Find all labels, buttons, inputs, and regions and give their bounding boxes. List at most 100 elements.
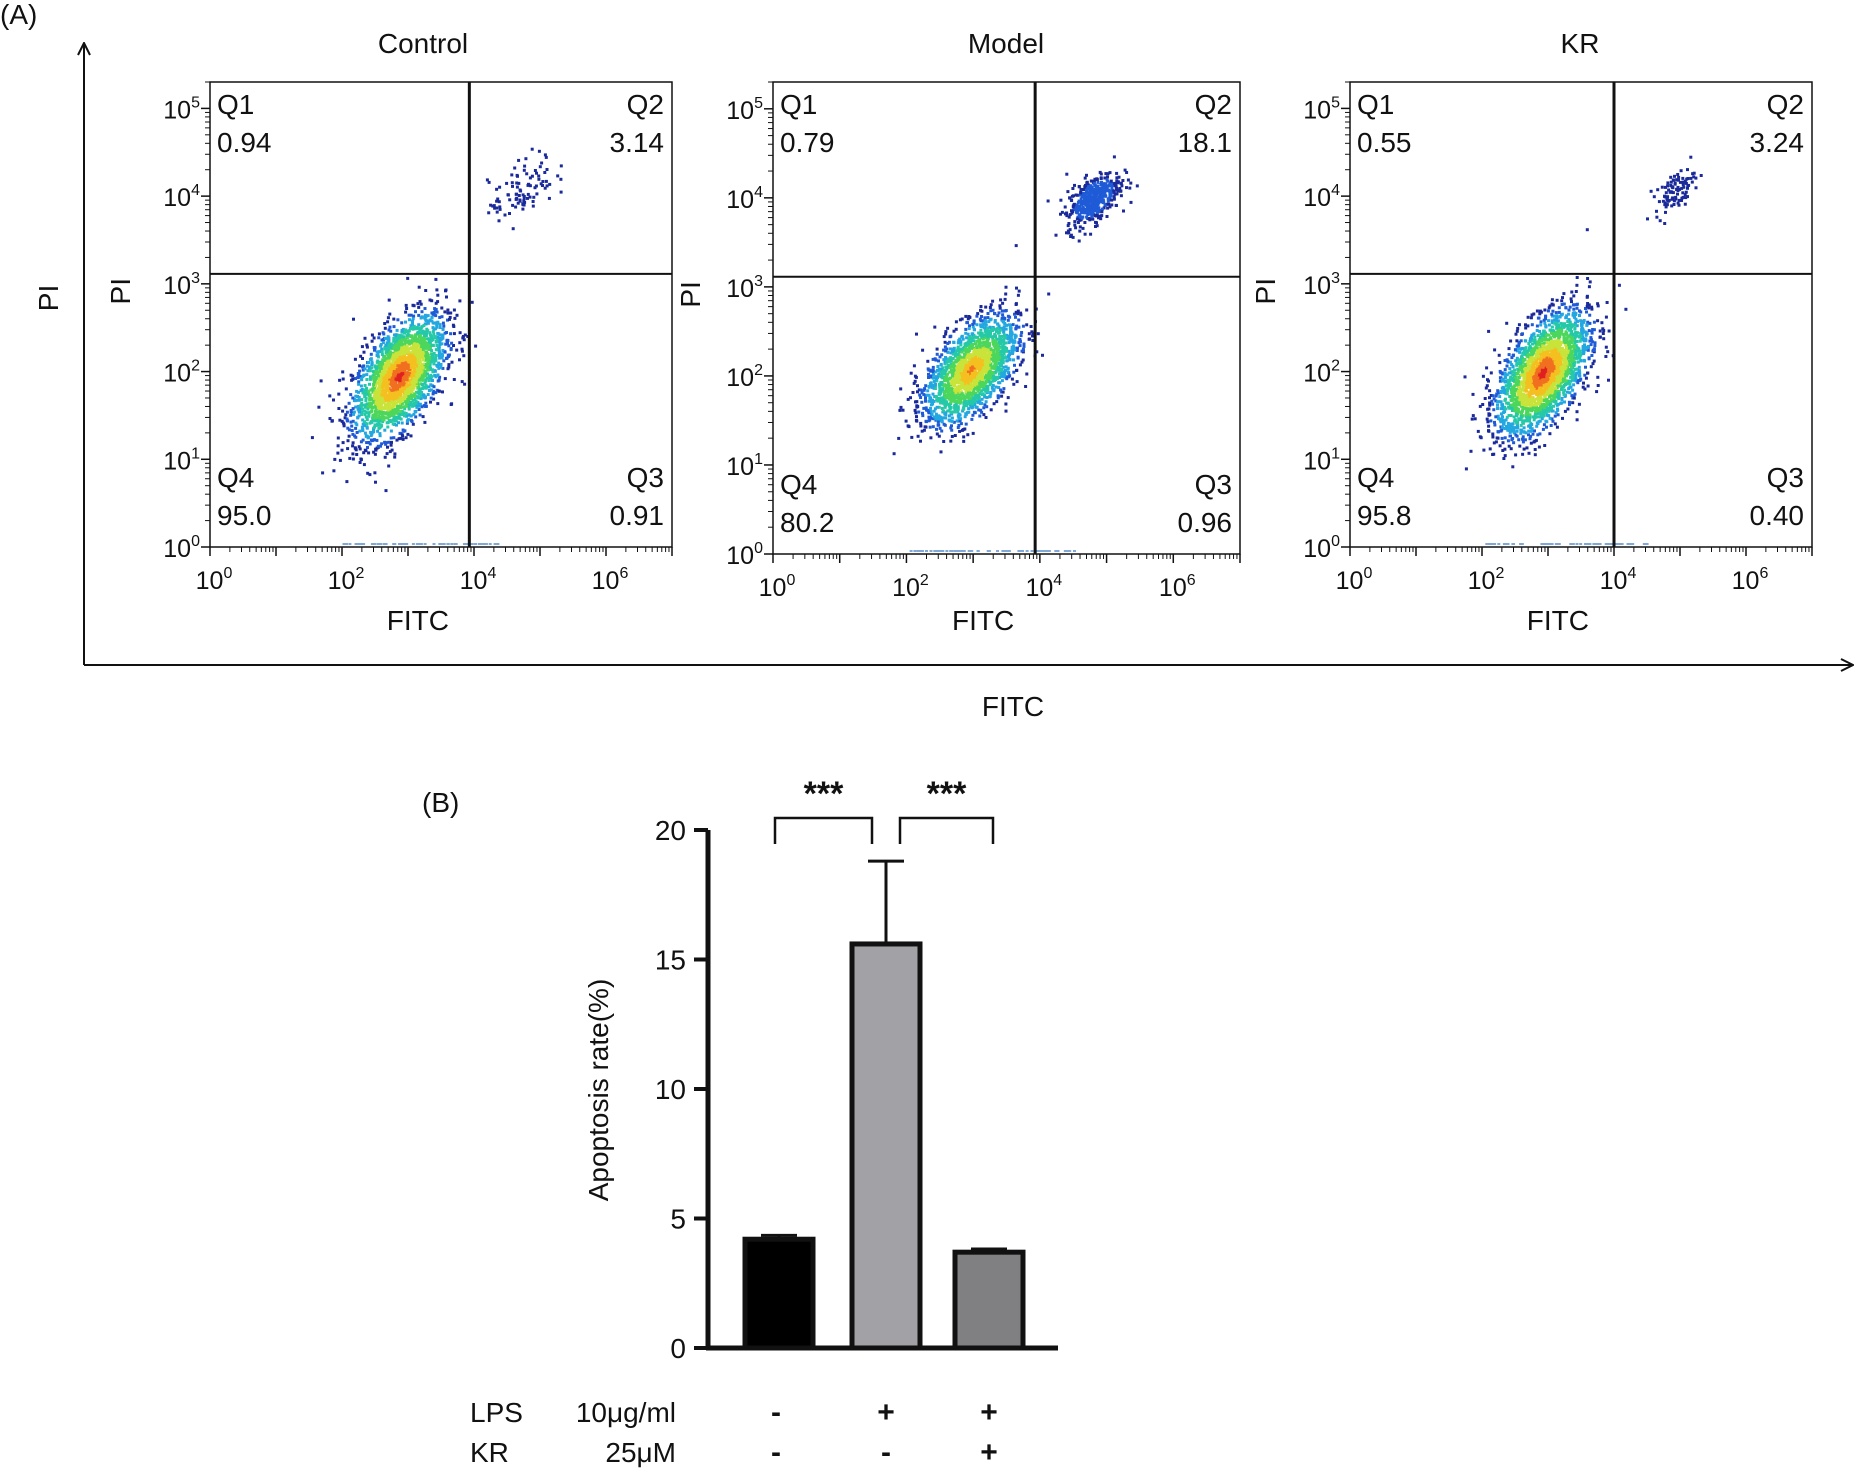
event-dot: [495, 210, 499, 214]
event-dot: [398, 416, 402, 420]
event-dot: [967, 410, 971, 414]
event-dot: [345, 410, 349, 414]
event-dot: [1083, 232, 1087, 236]
event-dot: [978, 345, 982, 349]
event-dot: [424, 384, 428, 388]
event-dot: [1003, 333, 1007, 337]
event-dot: [972, 410, 976, 414]
event-dot: [389, 396, 393, 400]
event-dot: [360, 425, 364, 429]
event-dot: [986, 386, 990, 390]
event-dot: [959, 343, 963, 347]
event-dot: [450, 360, 454, 364]
event-dot: [995, 350, 999, 353]
event-dot: [976, 352, 980, 356]
event-dot: [944, 385, 948, 389]
event-dot: [395, 339, 399, 343]
event-dot: [495, 199, 499, 203]
event-dot: [963, 348, 967, 352]
event-dot: [424, 372, 428, 376]
event-dot: [535, 192, 539, 196]
event-dot: [960, 360, 964, 364]
event-dot: [946, 402, 950, 406]
event-dot: [952, 368, 956, 372]
event-dot: [1008, 334, 1011, 338]
event-dot: [943, 405, 947, 409]
event-dot: [938, 399, 942, 403]
event-dot: [373, 365, 377, 369]
event-dot: [517, 194, 521, 197]
event-dot: [439, 365, 443, 369]
event-dot: [1089, 195, 1093, 199]
event-dot: [421, 331, 425, 335]
event-dot: [382, 401, 386, 404]
event-dot: [1115, 179, 1119, 183]
event-dot: [1013, 363, 1016, 367]
event-dot: [374, 410, 378, 414]
event-dot: [521, 207, 525, 211]
event-dot: [1005, 333, 1008, 337]
event-dot: [409, 414, 413, 418]
event-dot: [919, 421, 923, 425]
event-dot: [1016, 312, 1020, 316]
event-dot: [1093, 214, 1097, 218]
event-dot: [378, 393, 382, 397]
event-dot: [985, 405, 989, 409]
event-dot: [400, 329, 404, 333]
event-dot: [404, 310, 408, 314]
event-dot: [960, 334, 964, 338]
event-dot: [423, 316, 427, 320]
event-dot: [963, 415, 967, 419]
event-dot: [1004, 356, 1008, 360]
event-dot: [915, 404, 919, 408]
event-dot: [991, 349, 995, 352]
event-dot: [430, 355, 434, 358]
event-dot: [1102, 194, 1106, 198]
event-dot: [383, 322, 387, 325]
event-dot: [466, 335, 470, 338]
event-dot: [1071, 210, 1075, 214]
event-dot: [341, 370, 345, 374]
event-dot: [369, 388, 373, 392]
event-dot: [1085, 200, 1089, 203]
event-dot: [534, 184, 538, 188]
event-dot: [984, 416, 988, 419]
event-dot: [980, 373, 984, 377]
event-dot: [926, 389, 930, 393]
event-dot: [931, 425, 935, 429]
event-dot: [933, 325, 937, 329]
event-dot: [931, 357, 935, 361]
event-dot: [1102, 182, 1106, 186]
event-dot: [402, 405, 406, 409]
event-dot: [393, 419, 397, 423]
event-dot: [977, 371, 981, 375]
event-dot: [370, 366, 374, 370]
event-dot: [921, 414, 925, 418]
event-dot: [470, 543, 474, 545]
event-dot: [392, 337, 396, 340]
event-dot: [523, 200, 527, 204]
event-dot: [363, 424, 366, 428]
event-dot: [424, 404, 427, 408]
event-dot: [967, 388, 971, 392]
event-dot: [409, 366, 413, 370]
event-dot: [384, 343, 388, 347]
event-dot: [419, 356, 423, 360]
event-dot: [1100, 210, 1104, 214]
event-dot: [410, 354, 414, 358]
event-dot: [366, 369, 370, 373]
event-dot: [389, 420, 393, 424]
event-dot: [996, 358, 1000, 362]
event-dot: [505, 181, 509, 185]
event-dot: [385, 393, 389, 397]
event-dot: [416, 367, 420, 371]
event-dot: [394, 365, 398, 369]
event-dot: [401, 437, 405, 441]
event-dot: [993, 319, 997, 322]
event-dot: [438, 326, 442, 329]
event-dot: [1020, 331, 1024, 334]
event-dot: [928, 425, 932, 429]
event-dot: [373, 371, 377, 375]
event-dot: [452, 325, 456, 328]
event-dot: [1001, 301, 1005, 305]
